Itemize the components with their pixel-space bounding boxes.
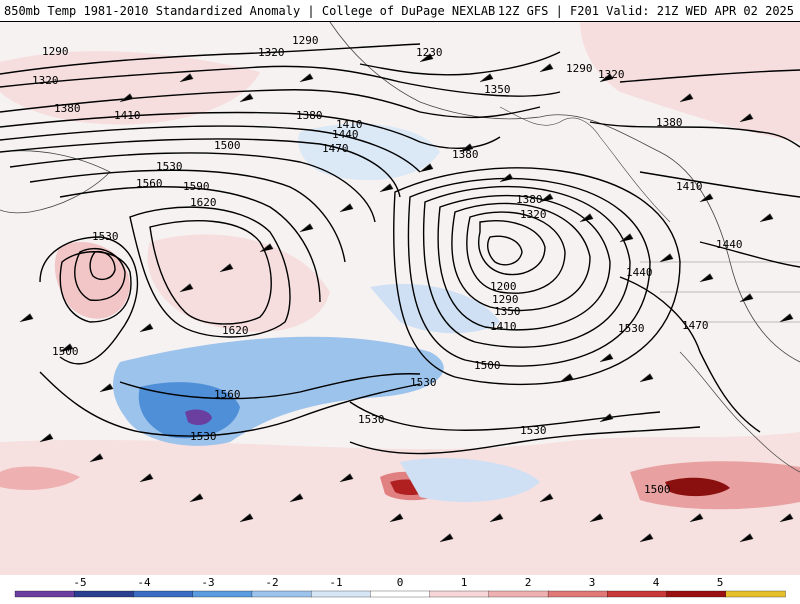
cold-anomaly — [298, 123, 440, 181]
contour-label: 1500 — [474, 359, 501, 372]
contour-label: 1230 — [416, 46, 443, 59]
wind-barbs — [19, 53, 794, 543]
colorbar-tick-label: -2 — [265, 576, 278, 589]
contour-label: 1530 — [358, 413, 385, 426]
colorbar-swatch — [725, 590, 786, 598]
colorbar-tick-label: -3 — [201, 576, 214, 589]
height-contours — [0, 43, 800, 455]
colorbar-tick-label: 5 — [717, 576, 724, 589]
contour-label: 1530 — [92, 230, 119, 243]
contour-label: 1320 — [32, 74, 59, 87]
colorbar-tick-label: -4 — [137, 576, 151, 589]
colorbar-swatch — [192, 590, 253, 598]
contour-label: 1530 — [618, 322, 645, 335]
contour-label: 1290 — [42, 45, 69, 58]
contour-label: 1620 — [222, 324, 249, 337]
colorbar-tick-label: -5 — [73, 576, 86, 589]
contour-label: 1530 — [156, 160, 183, 173]
contour-label: 1440 — [626, 266, 653, 279]
contour-label: 1410 — [490, 320, 517, 333]
coastline — [0, 150, 111, 214]
contour-label: 1530 — [520, 424, 547, 437]
colorbar-tick-label: -1 — [329, 576, 342, 589]
coastline — [499, 106, 671, 223]
contour-label: 1320 — [258, 46, 285, 59]
contour-label: 1200 — [490, 280, 517, 293]
map-title: 850mb Temp 1981-2010 Standardized Anomal… — [4, 4, 496, 18]
warm-anomaly — [0, 432, 800, 575]
contour-labels: 1290 1320 1290 1230 1290 1320 1350 1320 … — [32, 34, 743, 496]
contour-label: 1380 — [516, 193, 543, 206]
contour-label: 1440 — [716, 238, 743, 251]
contour-label: 1410 — [336, 118, 363, 131]
warm-anomaly — [0, 466, 80, 490]
colorbar-tick-label: 2 — [525, 576, 532, 589]
contour-label: 1410 — [114, 109, 141, 122]
contour-label: 1320 — [598, 68, 625, 81]
colorbar-swatch — [488, 590, 549, 598]
map-canvas: 1290 1320 1290 1230 1290 1320 1350 1320 … — [0, 21, 800, 575]
weather-map: 1290 1320 1290 1230 1290 1320 1350 1320 … — [0, 21, 800, 575]
contour-label: 1380 — [296, 109, 323, 122]
contour-label: 1500 — [52, 345, 79, 358]
run-info: 12Z GFS | F201 Valid: 21Z WED APR 02 202… — [497, 4, 794, 18]
contour-label: 1290 — [292, 34, 319, 47]
warm-anomaly — [0, 51, 260, 125]
contour-label: 1380 — [452, 148, 479, 161]
cold-anomaly-strong — [138, 382, 240, 439]
contour-label: 1470 — [682, 319, 709, 332]
contour-label: 1530 — [410, 376, 437, 389]
contour-label: 1620 — [190, 196, 217, 209]
colorbar-swatch — [429, 590, 490, 598]
contour-label: 1560 — [136, 177, 163, 190]
warm-anomaly — [54, 241, 130, 319]
contour-label: 1380 — [54, 102, 81, 115]
colorbar-tick-label: 3 — [589, 576, 596, 589]
colorbar-swatches — [14, 590, 786, 598]
contour-label: 1590 — [183, 180, 210, 193]
colorbar-swatch — [547, 590, 608, 598]
colorbar-tick-label: 4 — [653, 576, 660, 589]
colorbar-swatch — [666, 590, 727, 598]
contour-label: 1380 — [656, 116, 683, 129]
colorbar-swatch — [311, 590, 372, 598]
colorbar-swatch — [133, 590, 194, 598]
colorbar-tick-label: 1 — [461, 576, 468, 589]
colorbar: -5 -4 -3 -2 -1 0 1 2 3 4 5 — [0, 575, 800, 600]
contour-label: 1560 — [214, 388, 241, 401]
contour-label: 1530 — [190, 430, 217, 443]
colorbar-swatch — [370, 590, 431, 598]
colorbar-swatch — [607, 590, 668, 598]
cold-anomaly-extreme — [185, 409, 212, 426]
contour-label: 1500 — [214, 139, 241, 152]
contour-label: 1290 — [566, 62, 593, 75]
coastline — [679, 351, 800, 473]
contour-label: 1410 — [676, 180, 703, 193]
colorbar-swatch — [14, 590, 75, 598]
contour-label: 1470 — [322, 142, 349, 155]
contour-label: 1500 — [644, 483, 671, 496]
colorbar-ticks: -5 -4 -3 -2 -1 0 1 2 3 4 5 — [73, 576, 723, 589]
contour-label: 1290 — [492, 293, 519, 306]
warm-anomaly-strong — [665, 477, 730, 497]
contour-label: 1350 — [494, 305, 521, 318]
cold-anomaly — [400, 458, 540, 502]
warm-anomaly — [147, 234, 330, 332]
contour-label: 1320 — [520, 208, 547, 221]
contour-label: 1440 — [332, 128, 359, 141]
colorbar-swatch — [74, 590, 135, 598]
colorbar-swatch — [251, 590, 312, 598]
title-bar: 850mb Temp 1981-2010 Standardized Anomal… — [0, 0, 800, 22]
contour-label: 1350 — [484, 83, 511, 96]
colorbar-svg: -5 -4 -3 -2 -1 0 1 2 3 4 5 — [14, 576, 786, 598]
warm-anomaly — [580, 22, 800, 142]
colorbar-tick-label: 0 — [397, 576, 404, 589]
cold-anomaly — [370, 283, 500, 334]
